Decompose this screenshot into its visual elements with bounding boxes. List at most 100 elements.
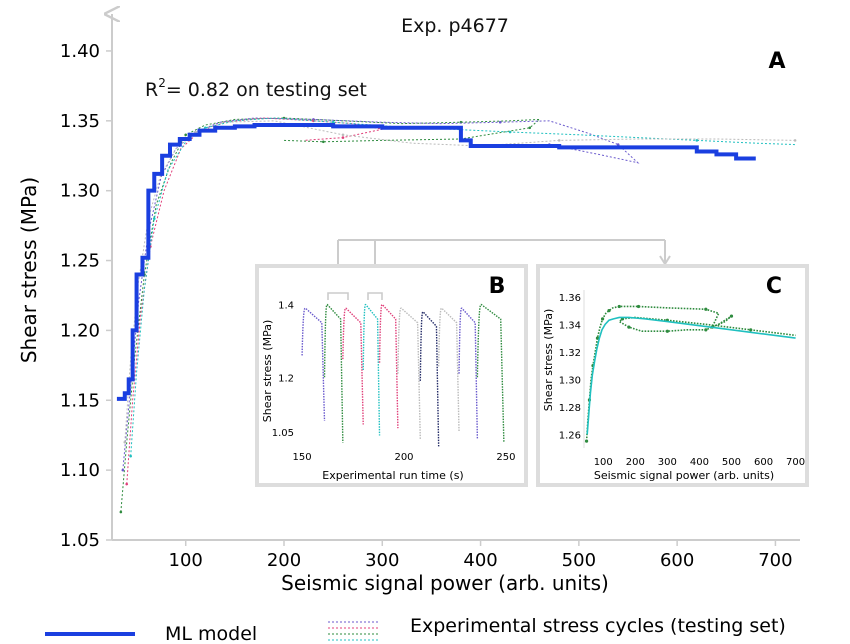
stress-cycle-point [322, 140, 325, 144]
inset-b-cycle-5 [378, 303, 399, 429]
legend-model-label: ML model [165, 623, 257, 644]
inset-c-point [665, 329, 669, 333]
inset-c-y-tick-label: 1.26 [559, 430, 581, 441]
inset-c-point [595, 336, 600, 340]
main-y-tick-label: 1.40 [60, 41, 100, 62]
inset-b-cycle-3 [342, 307, 364, 425]
main-ticks: 100 200 300 400 500 600 700 1.05 1.10 1.15 1.20 1.2… [60, 41, 793, 571]
main-y-tick-label: 1.35 [60, 111, 100, 132]
stress-cycle-point [119, 510, 123, 514]
inset-c-x-tick-label: 600 [754, 457, 773, 468]
panel-label-c: C [766, 274, 782, 299]
main-axes [112, 14, 800, 541]
inset-c: C 100 200 300 400 500 600 7001.261.281.301.321… [536, 264, 809, 487]
stress-cycle-point [508, 130, 512, 134]
inset-c-ticks: 100 200 300 400 500 600 700 1.26 1.28 1.30 1.32 1.3… [559, 290, 805, 468]
inset-c-series-2 [586, 316, 796, 435]
inset-b-cycle-8 [437, 307, 460, 432]
inset-c-x-tick-label: 500 [722, 457, 741, 468]
legend: ML model Experimental stress cycles (tes… [45, 615, 786, 644]
stress-cycle-point [557, 139, 561, 142]
main-series [116, 116, 797, 514]
main-y-tick-label: 1.25 [60, 251, 100, 272]
legend-cycles-label: Experimental stress cycles (testing set) [410, 615, 786, 637]
inset-b-ticks: 150 200 250 1.05 1.2 1.4 [272, 301, 516, 463]
inset-c-point [636, 304, 641, 309]
stress-cycle-line-5 [124, 120, 796, 443]
inset-c-point [607, 309, 611, 313]
inset-c-y-tick-label: 1.36 [559, 293, 581, 304]
inset-c-point [584, 439, 589, 443]
inset-b-cycle-1 [301, 307, 326, 421]
inset-c-point [600, 317, 605, 321]
inset-c-point [729, 314, 734, 318]
inset-c-y-tick-label: 1.28 [559, 403, 581, 414]
main-x-tick-label: 500 [562, 550, 596, 571]
inset-c-frame [536, 264, 809, 487]
inset-b-x-tick-label: 150 [293, 452, 312, 463]
main-x-tick-label: 700 [758, 550, 792, 571]
inset-c-point [617, 304, 621, 309]
stress-cycle-point [793, 139, 797, 142]
panel-label-a: A [768, 49, 785, 74]
main-x-tick-label: 200 [267, 550, 301, 571]
r2-superscript: 2 [158, 76, 166, 90]
stress-cycle-point [695, 139, 699, 142]
stress-cycle-point [129, 454, 132, 458]
main-y-tick-label: 1.30 [60, 181, 100, 202]
stress-cycle-point [194, 130, 197, 134]
stress-cycle-point [616, 143, 620, 146]
inset-c-series [584, 304, 796, 443]
stress-cycle-point [528, 126, 532, 130]
stress-cycle-point [123, 440, 127, 444]
main-y-tick-label: 1.05 [60, 530, 100, 551]
main-y-tick-label: 1.15 [60, 390, 100, 411]
main-x-tick-label: 400 [463, 550, 497, 571]
inset-c-point [627, 325, 631, 329]
inset-c-x-tick-label: 200 [626, 457, 645, 468]
inset-b-cycle-9 [458, 307, 479, 440]
stress-cycle-point [341, 133, 345, 137]
inset-b-series [301, 303, 505, 447]
stress-cycle-point [331, 120, 335, 124]
main-x-axis-label: Seismic signal power (arb. units) [281, 571, 609, 595]
inset-b-x-tick-label: 200 [394, 452, 413, 463]
main-y-axis-label: Shear stress (MPa) [17, 177, 41, 363]
r2-annotation: R2= 0.82 on testing set [145, 76, 367, 101]
inset-c-y-tick-label: 1.30 [559, 375, 581, 386]
inset-c-x-tick-label: 300 [658, 457, 677, 468]
inset-c-x-tick-label: 700 [786, 457, 805, 468]
stress-cycle-point [121, 468, 125, 472]
stress-cycle-point [152, 217, 156, 220]
legend-cycles-swatch [328, 621, 378, 641]
inset-c-point [704, 307, 708, 311]
main-y-tick-label: 1.10 [60, 460, 100, 481]
stress-cycle-point [498, 120, 502, 124]
inset-c-x-tick-label: 100 [594, 457, 613, 468]
inset-c-y-tick-label: 1.34 [559, 320, 581, 331]
inset-b-y-tick-label: 1.05 [272, 428, 294, 439]
inset-b: B 150 200 250 1.05 1.2 1.4 Experimental run t… [255, 264, 528, 487]
inset-c-x-tick-label: 400 [690, 457, 709, 468]
inset-c-point [749, 328, 753, 332]
panel-label-b: B [489, 274, 506, 299]
r2-label: R [145, 79, 158, 101]
inset-b-y-tick-label: 1.4 [278, 301, 294, 312]
r2-value: = 0.82 on testing set [166, 79, 367, 101]
inset-c-point [704, 328, 708, 332]
inset-b-frame [255, 264, 528, 487]
inset-c-y-tick-label: 1.32 [559, 348, 581, 359]
stress-cycle-point [184, 133, 188, 137]
inset-b-cycle-10 [476, 303, 505, 443]
main-x-tick-label: 100 [169, 550, 203, 571]
inset-c-y-axis-label: Shear stress (MPa) [542, 309, 555, 412]
stress-cycle-point [341, 136, 345, 139]
main-x-tick-label: 300 [365, 550, 399, 571]
inset-b-brackets [327, 292, 383, 300]
stress-cycle-point [125, 482, 129, 486]
main-y-tick-label: 1.20 [60, 320, 100, 341]
inset-b-cycle-7 [419, 311, 440, 447]
chart-title: Exp. p4677 [401, 15, 509, 37]
main-x-tick-label: 600 [660, 550, 694, 571]
